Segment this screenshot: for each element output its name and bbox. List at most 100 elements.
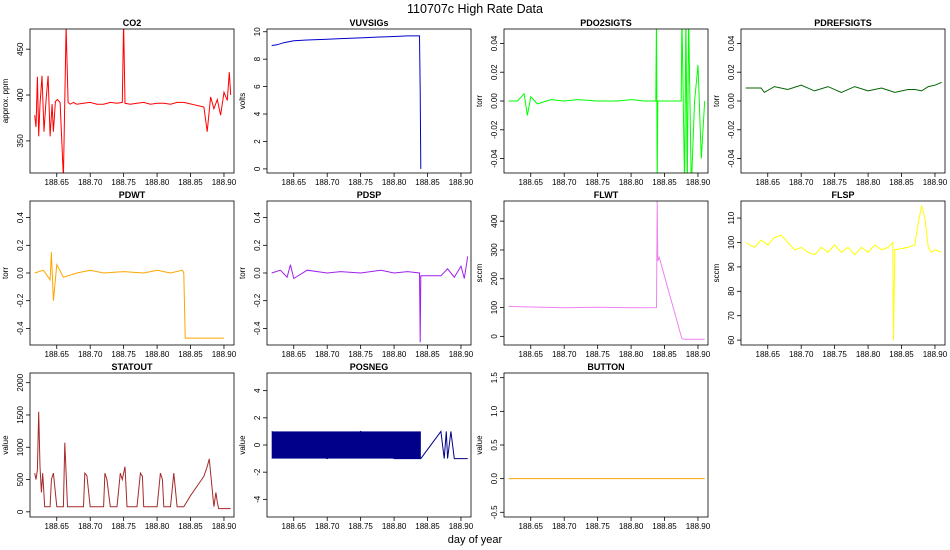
y-tick-label: 0.00 [727, 93, 736, 109]
y-tick-label: 300 [490, 243, 499, 257]
y-tick-label: 0.5 [490, 439, 499, 451]
x-tick-label: 188.90 [686, 522, 711, 531]
x-tick-label: 188.80 [856, 178, 881, 187]
x-tick-label: 188.70 [789, 350, 814, 359]
y-axis-label: value [238, 435, 247, 455]
x-tick-label: 188.75 [348, 350, 373, 359]
x-tick-label: 188.70 [552, 178, 577, 187]
y-tick-label: -0.4 [16, 321, 25, 335]
y-tick-label: 0.2 [253, 239, 262, 251]
y-tick-label: 0.02 [490, 64, 499, 80]
y-tick-label: 400 [490, 214, 499, 228]
panel-title: STATOUT [112, 362, 153, 372]
x-tick-label: 188.70 [78, 350, 103, 359]
plot-frame [29, 28, 235, 174]
x-tick-label: 188.85 [889, 350, 914, 359]
x-tick-label: 188.80 [382, 522, 407, 531]
x-tick-label: 188.65 [519, 350, 544, 359]
x-tick-label: 188.85 [652, 522, 677, 531]
y-tick-label: 4 [253, 388, 262, 393]
series-line [508, 29, 706, 173]
x-tick-label: 188.90 [449, 350, 474, 359]
y-tick-label: 60 [727, 335, 736, 344]
plot-frame [503, 372, 709, 518]
panel-title: PDO2SIGTS [580, 18, 632, 28]
x-tick-label: 188.85 [415, 178, 440, 187]
x-tick-label: 188.80 [382, 350, 407, 359]
x-tick-label: 188.80 [145, 522, 170, 531]
x-tick-label: 188.85 [415, 522, 440, 531]
y-tick-label: 500 [16, 472, 25, 486]
y-tick-label: 0.4 [253, 212, 262, 224]
y-axis-label: sccm [712, 263, 721, 282]
x-tick-label: 188.80 [856, 350, 881, 359]
x-tick-label: 188.65 [756, 350, 781, 359]
panel-vuvsigs: VUVSIGs 188.65 188.70 188.75 188.80 188.85 188… [238, 18, 474, 187]
y-tick-label: 1.5 [490, 372, 499, 384]
series-line [508, 201, 705, 340]
y-tick-label: 0.2 [16, 239, 25, 251]
x-tick-label: 188.90 [923, 178, 948, 187]
series-line [271, 256, 469, 343]
y-axis-label: torr [712, 95, 721, 107]
y-tick-label: 2 [253, 139, 262, 144]
panel-pdo2sigts: PDO2SIGTS 188.65 188.70 188.75 188.80 188.85 1… [475, 18, 711, 187]
plot-frame [266, 200, 472, 346]
plot-frame [740, 28, 946, 174]
x-tick-label: 188.80 [619, 178, 644, 187]
x-tick-label: 188.90 [686, 178, 711, 187]
x-tick-label: 188.85 [889, 178, 914, 187]
x-tick-label: 188.90 [212, 522, 237, 531]
y-tick-label: 450 [16, 42, 25, 56]
x-tick-label: 188.85 [178, 522, 203, 531]
x-tick-label: 188.65 [282, 178, 307, 187]
y-tick-label: 0.02 [727, 64, 736, 80]
x-tick-label: 188.70 [552, 522, 577, 531]
x-tick-label: 188.75 [585, 350, 610, 359]
series-line [271, 35, 422, 169]
x-tick-label: 188.75 [585, 178, 610, 187]
y-tick-label: 6 [253, 84, 262, 89]
panel-flsp: FLSP 188.65 188.70 188.75 188.80 188.85 188.90… [712, 190, 948, 359]
x-tick-label: 188.70 [78, 178, 103, 187]
series-line [34, 252, 224, 339]
x-tick-label: 188.70 [315, 350, 340, 359]
panel-title: VUVSIGs [349, 18, 388, 28]
y-tick-label: 2000 [16, 373, 25, 391]
x-tick-label: 188.75 [348, 178, 373, 187]
y-tick-label: -0.02 [727, 120, 736, 139]
x-tick-label: 188.70 [78, 522, 103, 531]
y-tick-label: -0.04 [490, 149, 499, 168]
y-tick-label: 0 [490, 334, 499, 339]
series-line [271, 430, 468, 460]
panel-button: BUTTON 188.65 188.70 188.75 188.80 188.85 188.… [475, 362, 711, 531]
y-axis-label: sccm [475, 263, 484, 282]
y-tick-label: 0.0 [253, 267, 262, 279]
y-tick-label: 0 [253, 166, 262, 171]
y-axis-label: torr [475, 95, 484, 107]
y-tick-label: 4 [253, 111, 262, 116]
x-tick-label: 188.65 [756, 178, 781, 187]
panel-pdsp: PDSP 188.65 188.70 188.75 188.80 188.85 188.90… [238, 190, 474, 359]
y-axis-label: volts [238, 93, 247, 109]
x-tick-label: 188.85 [652, 178, 677, 187]
y-tick-label: -0.04 [727, 149, 736, 168]
x-tick-label: 188.90 [449, 178, 474, 187]
x-tick-label: 188.85 [415, 350, 440, 359]
x-tick-label: 188.65 [45, 178, 70, 187]
x-tick-label: 188.85 [178, 350, 203, 359]
plot-frame [503, 200, 709, 346]
panel-pdrefsigts: PDREFSIGTS 188.65 188.70 188.75 188.80 188.85… [712, 18, 948, 187]
x-tick-label: 188.75 [348, 522, 373, 531]
panel-title: FLWT [594, 190, 619, 200]
panel-title: CO2 [123, 18, 142, 28]
panel-pdwt: PDWT 188.65 188.70 188.75 188.80 188.85 188.90… [1, 190, 237, 359]
x-tick-label: 188.90 [686, 350, 711, 359]
panel-title: FLSP [831, 190, 854, 200]
data-band [271, 431, 421, 459]
y-tick-label: -0.02 [490, 120, 499, 139]
y-axis-label: value [475, 435, 484, 455]
panel-posneg: POSNEG 188.65 188.70 188.75 188.80 188.85 188.… [238, 362, 474, 531]
y-tick-label: 90 [727, 262, 736, 271]
